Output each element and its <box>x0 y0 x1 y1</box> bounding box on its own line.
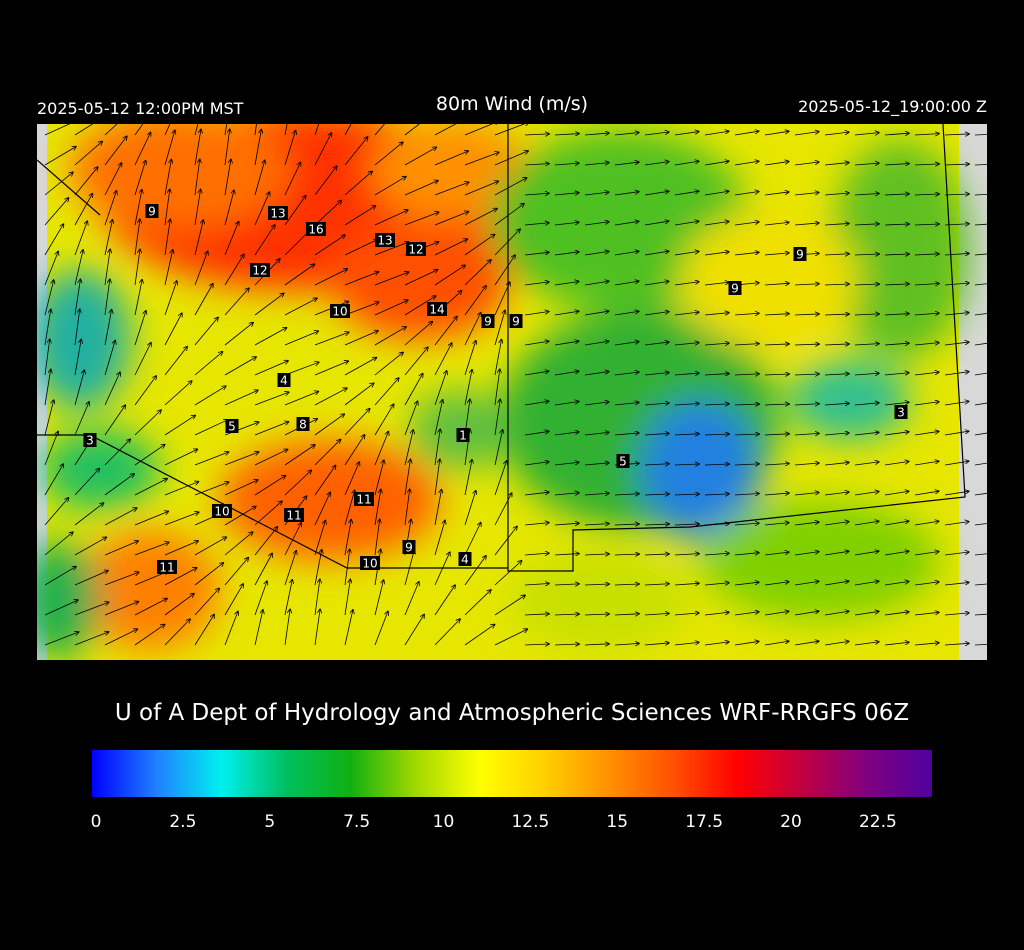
station-box <box>296 417 310 431</box>
station-value: 3 <box>86 434 94 448</box>
station-box <box>330 304 350 318</box>
station-box <box>375 233 395 247</box>
station-box <box>481 314 495 328</box>
station-box <box>145 204 159 218</box>
colorbar-tick-label: 20 <box>780 812 802 832</box>
station-box <box>212 504 232 518</box>
station-value: 9 <box>512 315 520 329</box>
colorbar-tick-label: 10 <box>433 812 455 832</box>
colorbar-tick-label: 12.5 <box>511 812 549 832</box>
station-value: 5 <box>228 420 236 434</box>
station-value: 13 <box>270 207 285 221</box>
station-value: 13 <box>377 234 392 248</box>
colorbar <box>92 750 932 797</box>
colorbar-tick-label: 5 <box>264 812 275 832</box>
station-value: 8 <box>299 418 307 432</box>
colorbar-tick-label: 7.5 <box>343 812 370 832</box>
valid-time-local: 2025-05-12 12:00PM MST <box>37 99 244 118</box>
station-value: 10 <box>362 557 377 571</box>
station-value: 11 <box>356 493 371 507</box>
station-box <box>360 556 380 570</box>
station-box <box>83 433 97 447</box>
station-box <box>616 454 630 468</box>
station-value: 10 <box>332 305 347 319</box>
station-box <box>458 552 472 566</box>
station-value: 5 <box>619 455 627 469</box>
station-value: 9 <box>405 541 413 555</box>
station-value: 12 <box>252 264 267 278</box>
credit: U of A Dept of Hydrology and Atmospheric… <box>115 700 909 726</box>
station-value: 9 <box>796 248 804 262</box>
station-box <box>509 314 523 328</box>
station-value: 1 <box>459 429 467 443</box>
map-title: 80m Wind (m/s) <box>436 93 588 115</box>
station-box <box>225 419 239 433</box>
station-box <box>894 405 908 419</box>
station-value: 9 <box>148 205 156 219</box>
station-value: 11 <box>159 561 174 575</box>
colorbar-tick-label: 2.5 <box>169 812 196 832</box>
station-box <box>157 560 177 574</box>
station-box <box>793 247 807 261</box>
station-box <box>402 540 416 554</box>
station-box <box>284 508 304 522</box>
station-box <box>456 428 470 442</box>
valid-time-utc: 2025-05-12_19:00:00 Z <box>798 97 987 117</box>
station-value: 14 <box>429 303 444 317</box>
colorbar-tick-label: 15 <box>606 812 628 832</box>
colorbar-tick-label: 0 <box>91 812 102 832</box>
station-box <box>728 281 742 295</box>
station-box <box>427 302 447 316</box>
station-value: 11 <box>286 509 301 523</box>
station-value: 4 <box>280 374 288 388</box>
station-value: 3 <box>897 406 905 420</box>
station-value: 9 <box>731 282 739 296</box>
map <box>37 124 987 660</box>
station-value: 4 <box>461 553 469 567</box>
colorbar-ticks: 0 2.5 5 7.5 10 12.5 15 17.5 20 22.5 <box>91 812 897 832</box>
station-box <box>406 242 426 256</box>
station-box <box>250 263 270 277</box>
station-value: 9 <box>484 315 492 329</box>
colorbar-tick-label: 22.5 <box>859 812 897 832</box>
station-box <box>354 492 374 506</box>
station-value: 16 <box>308 223 323 237</box>
station-value: 12 <box>408 243 423 257</box>
colorbar-tick-label: 17.5 <box>685 812 723 832</box>
station-box <box>277 373 291 387</box>
station-value: 10 <box>214 505 229 519</box>
station-box <box>306 222 326 236</box>
station-box <box>268 206 288 220</box>
